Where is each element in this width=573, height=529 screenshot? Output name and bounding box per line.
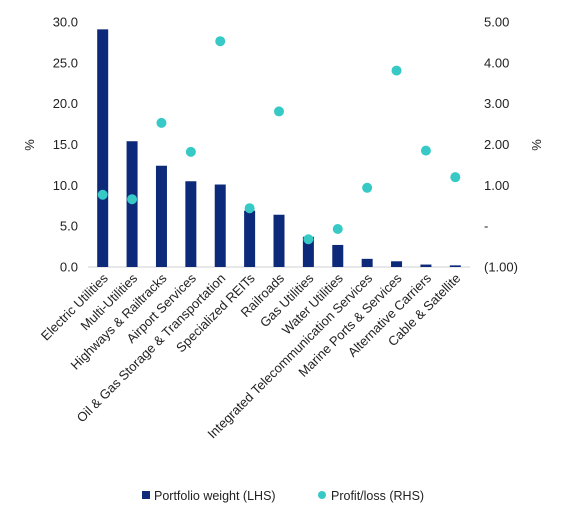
bar — [391, 261, 403, 267]
dot-point — [97, 189, 108, 200]
dot-point — [127, 194, 138, 205]
right-tick-label: 5.00 — [484, 15, 509, 30]
dot-point — [303, 234, 314, 245]
right-tick-label: 3.00 — [484, 96, 509, 111]
bar — [185, 181, 197, 267]
left-tick-label: 25.0 — [53, 55, 78, 70]
right-tick-label: 2.00 — [484, 137, 509, 152]
right-tick-label: - — [484, 219, 488, 234]
left-axis-title: % — [22, 139, 37, 151]
right-tick-label: 4.00 — [484, 55, 509, 70]
left-tick-label: 30.0 — [53, 15, 78, 30]
left-tick-label: 0.0 — [60, 260, 78, 275]
legend: Portfolio weight (LHS) Profit/loss (RHS) — [142, 489, 424, 503]
bar — [302, 236, 314, 267]
dot-point — [332, 224, 343, 235]
legend-bar-label: Portfolio weight (LHS) — [154, 489, 276, 503]
right-axis-title: % — [529, 139, 544, 151]
dot-point — [420, 145, 431, 156]
left-tick-label: 5.0 — [60, 219, 78, 234]
bar — [155, 165, 167, 267]
bar — [244, 210, 256, 267]
bar — [332, 244, 344, 267]
dot-point — [391, 65, 402, 76]
dot-point — [244, 203, 255, 214]
left-tick-label: 15.0 — [53, 137, 78, 152]
dot-point — [274, 106, 284, 117]
dot-point — [185, 146, 196, 157]
legend-dot-label: Profit/loss (RHS) — [331, 489, 424, 503]
right-tick-label: 1.00 — [484, 178, 509, 193]
dot-point — [215, 36, 226, 47]
dot-point — [156, 117, 167, 128]
dot-point — [450, 172, 461, 183]
legend-dot-swatch — [318, 491, 326, 499]
left-tick-label: 10.0 — [53, 178, 78, 193]
bar — [449, 265, 461, 267]
bar — [361, 258, 373, 267]
left-tick-label: 20.0 — [53, 96, 78, 111]
bar — [214, 184, 226, 267]
bar — [273, 214, 285, 267]
legend-bar-swatch — [142, 491, 150, 499]
bar — [420, 264, 432, 267]
dot-point — [362, 182, 373, 193]
right-tick-label: (1.00) — [484, 260, 518, 275]
bar — [97, 29, 109, 267]
plot-area: 0.0 5.0 10.0 15.0 20.0 25.0 30.0 (1.00) - 1.00 2.0… — [38, 15, 518, 442]
